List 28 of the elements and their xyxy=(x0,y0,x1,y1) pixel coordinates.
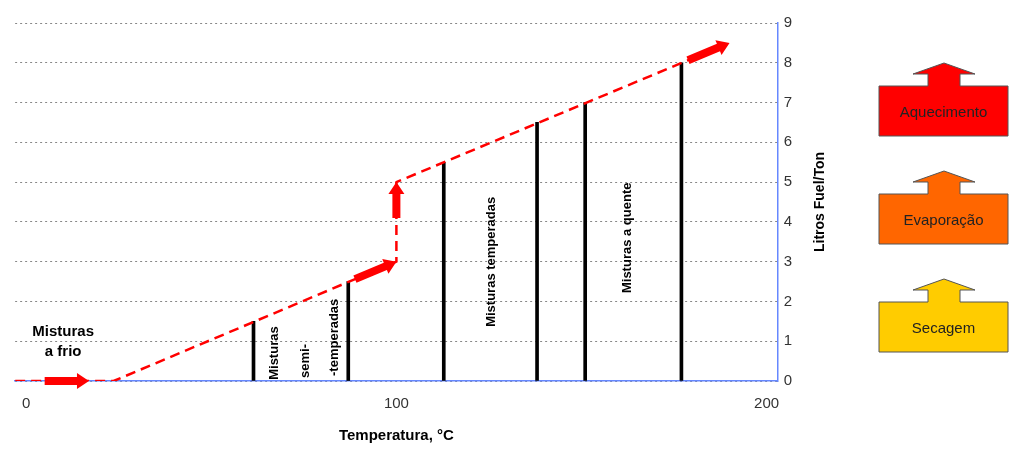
bar xyxy=(583,102,587,381)
bar xyxy=(535,122,539,381)
y-tick-label: 8 xyxy=(783,52,792,70)
annotation: semi- xyxy=(297,343,313,378)
y-tick-label: 9 xyxy=(783,13,792,31)
annotation: Misturas xyxy=(265,326,281,380)
y-tick-label: 7 xyxy=(783,92,792,110)
annotation: Misturas a quente xyxy=(619,182,635,294)
annotation: Misturas a frio xyxy=(32,322,95,360)
x-tick-label: 200 xyxy=(754,394,780,412)
text: Aquecimento xyxy=(898,101,989,122)
y-tick-label: 4 xyxy=(783,212,792,230)
bar xyxy=(346,281,351,381)
y-axis-title: Litros Fuel/Ton xyxy=(810,151,827,253)
y-tick-label: 2 xyxy=(783,291,792,309)
y-tick-label: 5 xyxy=(783,172,792,190)
x-tick-label: 100 xyxy=(383,394,409,412)
y-tick-label: 3 xyxy=(783,251,792,269)
text: Secagem xyxy=(910,317,977,338)
x-axis-title: Temperatura, °C xyxy=(338,426,455,444)
y-tick-label: 1 xyxy=(783,331,792,349)
y-tick-label: 6 xyxy=(783,132,792,150)
y-tick-label: 0 xyxy=(783,371,792,389)
annotation: Misturas temperadas xyxy=(482,196,498,327)
x-tick-label: 0 xyxy=(22,394,31,412)
text: Evaporação xyxy=(902,209,985,230)
annotation: -temperadas xyxy=(326,298,342,376)
bar xyxy=(441,161,446,381)
